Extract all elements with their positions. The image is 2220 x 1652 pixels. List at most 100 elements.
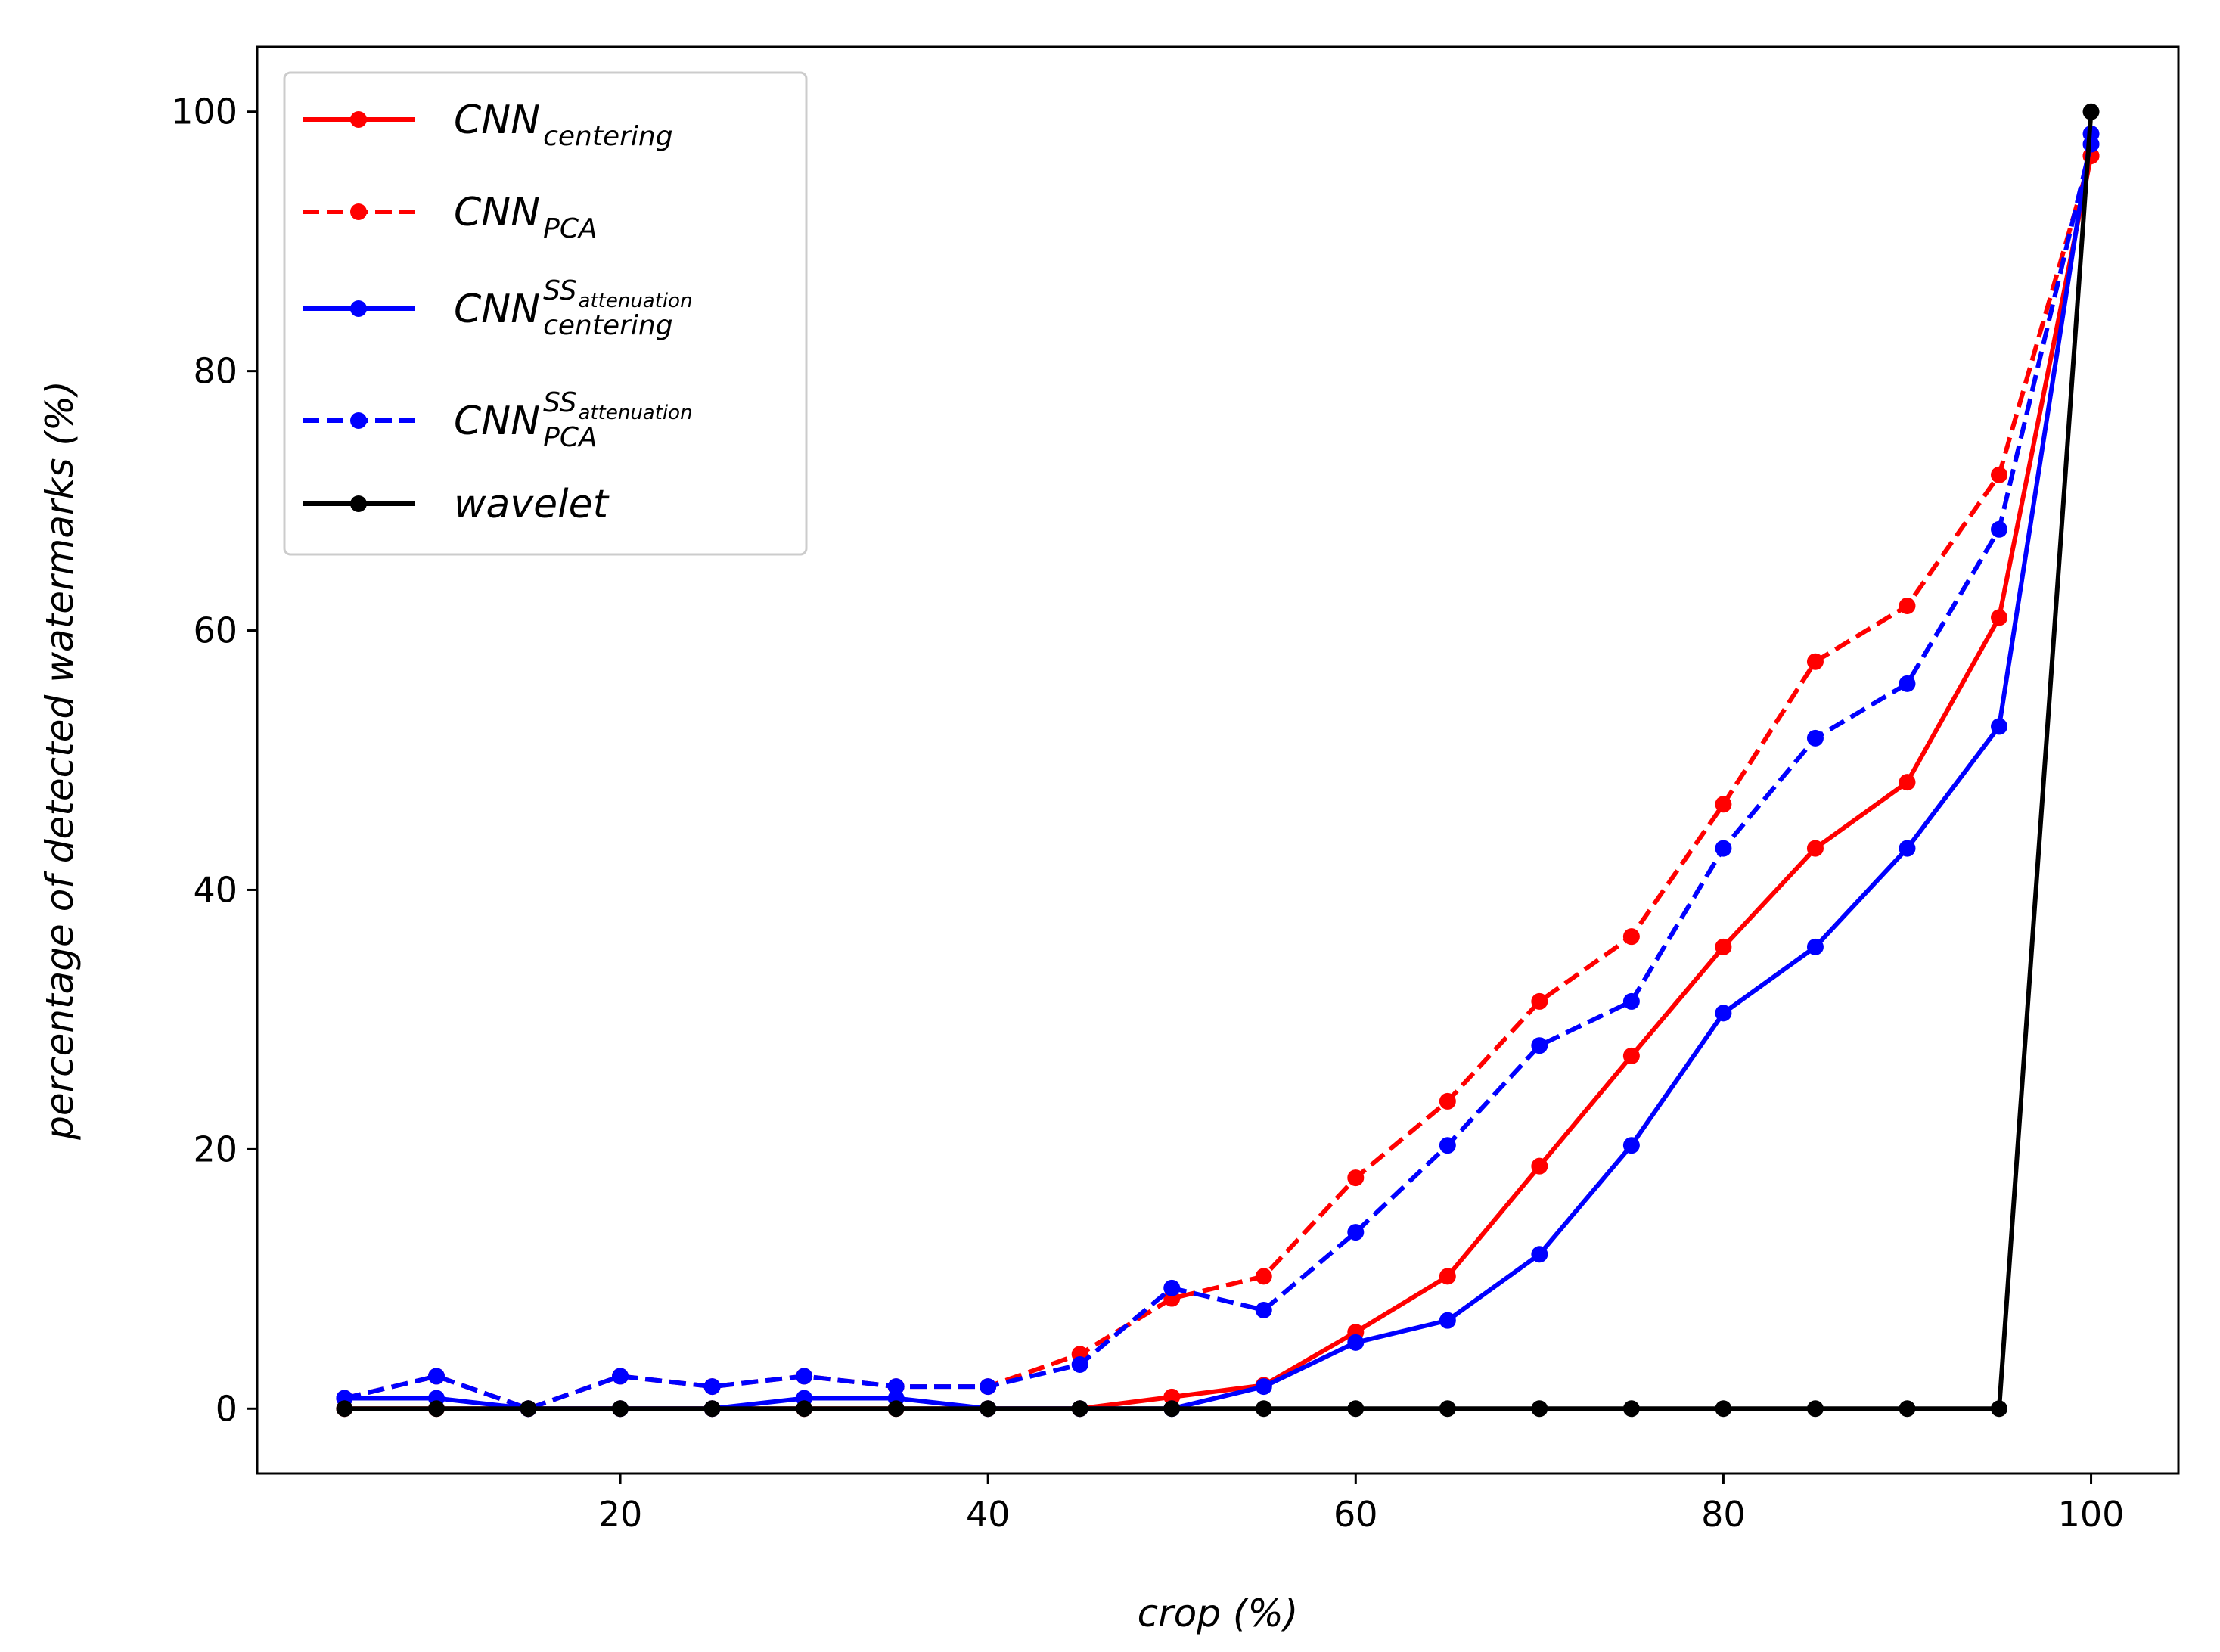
data-point: [1715, 1005, 1732, 1022]
data-point: [1163, 1388, 1181, 1405]
legend-label-subscript: centering: [543, 310, 673, 341]
data-point: [1347, 1169, 1365, 1187]
data-point: [1071, 1400, 1088, 1418]
series-layer: [336, 103, 2100, 1418]
legend-label: CNN: [454, 98, 540, 143]
y-tick-label: 60: [193, 610, 238, 651]
legend-box: [283, 71, 808, 556]
legend-label-superscript-subscript: attenuation: [579, 290, 693, 312]
data-point: [1899, 597, 1916, 614]
data-point: [1715, 938, 1732, 955]
series-line: [344, 111, 2094, 1411]
data-point: [1439, 1137, 1456, 1154]
y-tick-label: 0: [216, 1388, 238, 1429]
data-point: [1347, 1334, 1365, 1351]
data-point: [1806, 729, 1824, 747]
ticks-layer: 20 40 60 80 100 0 20 40 60 80 100: [171, 92, 2124, 1535]
series-wavelet: [336, 103, 2100, 1418]
data-point: [1071, 1355, 1088, 1373]
legend-item: CNN PCA: [303, 190, 598, 244]
data-point: [1255, 1400, 1272, 1418]
legend-marker: [350, 412, 367, 429]
data-point: [1899, 675, 1916, 692]
data-point: [1806, 653, 1824, 670]
data-point: [1255, 1268, 1272, 1285]
data-point: [703, 1378, 721, 1396]
x-tick-label: 20: [598, 1494, 643, 1535]
legend-label-superscript: SS: [543, 387, 576, 418]
data-point: [1439, 1268, 1456, 1285]
data-point: [980, 1378, 997, 1396]
x-tick-label: 40: [966, 1494, 1011, 1535]
legend-label: CNN: [454, 287, 540, 332]
legend-label-superscript-subscript: attenuation: [579, 402, 693, 424]
data-point: [1715, 796, 1732, 813]
legend-item: CNN PCA SS attenuation: [303, 387, 693, 453]
legend-item: CNN centering SS attenuation: [303, 275, 693, 341]
legend-marker: [350, 111, 367, 128]
data-point: [1531, 1037, 1548, 1054]
data-point: [427, 1368, 445, 1385]
data-point: [1622, 928, 1640, 946]
legend-item: CNN centering: [303, 98, 673, 152]
legend-label: wavelet: [454, 482, 610, 527]
data-point: [1347, 1224, 1365, 1241]
legend-label: CNN: [454, 190, 540, 235]
data-point: [2082, 103, 2100, 120]
data-point: [1715, 840, 1732, 857]
legend-label-subscript: centering: [543, 121, 673, 152]
y-tick-label: 40: [193, 869, 238, 910]
data-point: [1255, 1378, 1272, 1396]
data-point: [1622, 1047, 1640, 1064]
y-tick-label: 20: [193, 1129, 238, 1169]
legend-label-superscript: SS: [543, 275, 576, 306]
data-point: [1439, 1400, 1456, 1418]
legend-item: wavelet: [303, 482, 610, 527]
data-point: [887, 1400, 905, 1418]
data-point: [336, 1400, 353, 1418]
data-point: [1163, 1279, 1181, 1296]
legend-label: CNN: [454, 399, 540, 444]
legend-label-subscript: PCA: [543, 422, 597, 453]
data-point: [1806, 938, 1824, 955]
series-CNN_PCA^SS_attenuation: [336, 135, 2100, 1418]
y-axis-title: percentage of detected watermarks (%): [38, 380, 82, 1141]
y-tick-label: 80: [193, 351, 238, 392]
data-point: [1622, 1400, 1640, 1418]
data-point: [1991, 466, 2008, 483]
data-point: [980, 1400, 997, 1418]
x-tick-label: 80: [1701, 1494, 1746, 1535]
data-point: [1806, 840, 1824, 857]
data-point: [1439, 1092, 1456, 1110]
data-point: [1622, 1137, 1640, 1154]
x-axis-title: crop (%): [1138, 1591, 1299, 1635]
data-point: [1899, 1400, 1916, 1418]
data-point: [1439, 1312, 1456, 1329]
data-point: [1991, 1400, 2008, 1418]
data-point: [1899, 840, 1916, 857]
legend-marker: [350, 203, 367, 220]
data-point: [1531, 1400, 1548, 1418]
data-point: [1991, 609, 2008, 626]
data-point: [1715, 1400, 1732, 1418]
data-point: [1531, 1246, 1548, 1263]
data-point: [703, 1400, 721, 1418]
data-point: [1899, 774, 1916, 791]
data-point: [1622, 992, 1640, 1010]
data-point: [1347, 1400, 1365, 1418]
data-point: [520, 1400, 537, 1418]
data-point: [1255, 1301, 1272, 1318]
data-point: [1531, 1157, 1548, 1175]
legend-label-subscript: PCA: [543, 213, 597, 244]
data-point: [796, 1400, 813, 1418]
data-point: [612, 1400, 629, 1418]
y-tick-label: 100: [171, 92, 238, 132]
x-tick-label: 60: [1334, 1494, 1378, 1535]
data-point: [1531, 992, 1548, 1010]
series-line: [343, 143, 2094, 1411]
data-point: [427, 1400, 445, 1418]
data-point: [887, 1378, 905, 1396]
data-point: [1806, 1400, 1824, 1418]
